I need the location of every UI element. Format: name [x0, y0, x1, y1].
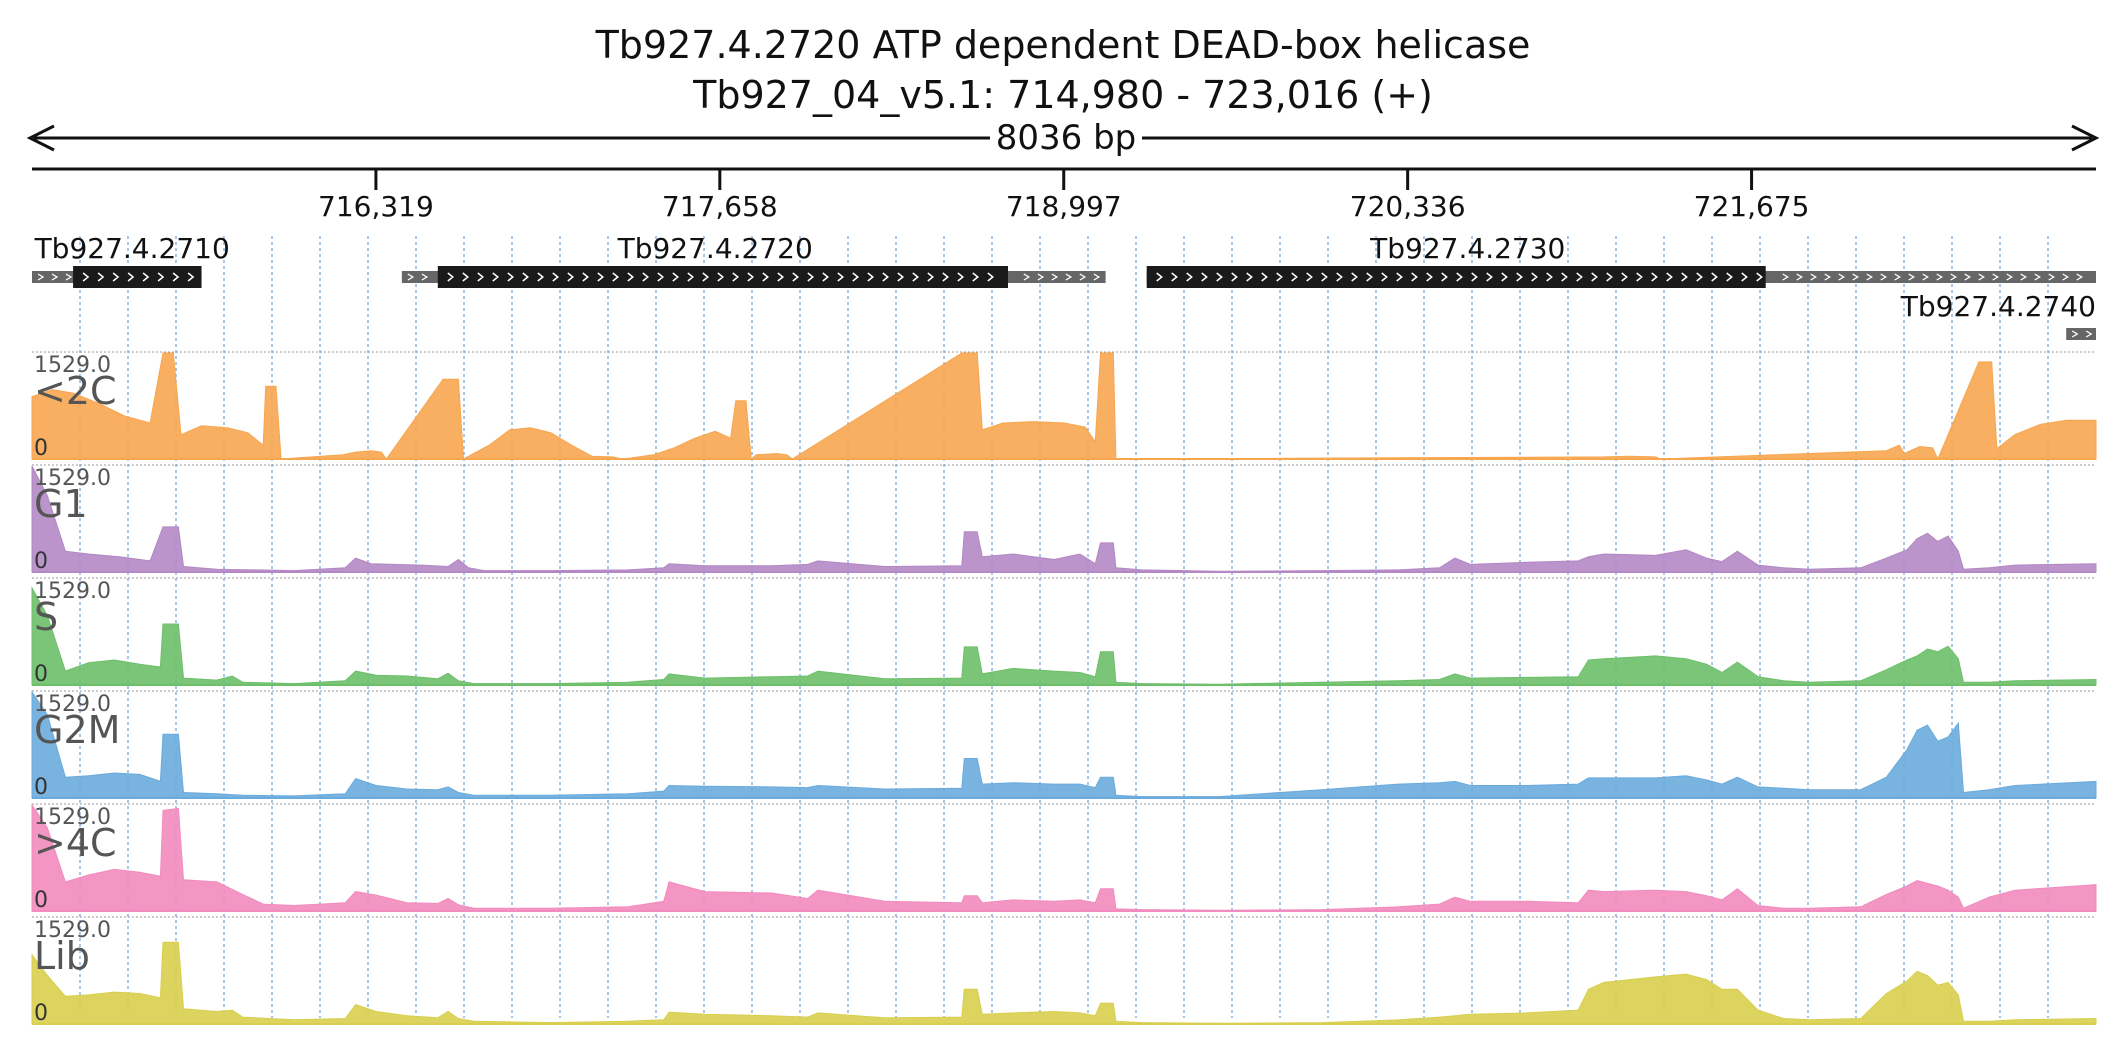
gene-model: Tb927.4.2710: [32, 232, 230, 288]
track-name: G2M: [34, 708, 120, 752]
gridlines: [79, 236, 2049, 1018]
coverage-track: 1529.0>4C 0: [31, 803, 2097, 913]
coverage-track: 1529.0<2C 0: [31, 351, 2097, 461]
span-indicator: 8036 bp: [26, 118, 2100, 158]
track-min-label: 0: [34, 1001, 48, 1026]
strand-arrows: [82, 272, 195, 282]
strand-arrows: [37, 273, 73, 281]
coverage-track: 1529.0G1 0: [31, 464, 2097, 574]
coverage-area: [31, 465, 2097, 573]
gene-label: Tb927.4.2710: [34, 232, 230, 265]
track-name: G1: [34, 482, 88, 526]
track-min-label: 0: [34, 775, 48, 800]
gene-cds: [1146, 266, 1766, 288]
track-min-label: 0: [34, 888, 48, 913]
ruler-tick-label: 717,658: [662, 190, 778, 223]
chart-title: Tb927.4.2720 ATP dependent DEAD-box heli…: [595, 23, 1531, 67]
coverage-track: 1529.0S 0: [31, 577, 2097, 687]
ruler-tick-label: 721,675: [1694, 190, 1810, 223]
track-max-label: 1529.0: [34, 692, 111, 717]
track-name: >4C: [34, 821, 117, 865]
chart-subtitle: Tb927_04_v5.1: 714,980 - 723,016 (+): [692, 73, 1433, 117]
ruler-ticks: 716,319 717,658 718,997 720,336 721,675: [318, 169, 1809, 223]
strand-arrows: [1782, 273, 2083, 281]
gene-label: Tb927.4.2740: [1900, 290, 2096, 323]
coverage-area: [31, 941, 2097, 1025]
track-min-label: 0: [34, 662, 48, 687]
gene-model: Tb927.4.2740: [1900, 290, 2096, 340]
gene-label: Tb927.4.2720: [617, 232, 813, 265]
ruler-tick-label: 720,336: [1350, 190, 1466, 223]
strand-arrows: [407, 273, 1101, 281]
ruler-tick-label: 716,319: [318, 190, 434, 223]
track-min-label: 0: [34, 436, 48, 461]
track-max-label: 1529.0: [34, 805, 111, 830]
coverage-tracks: 1529.0<2C01529.0G101529.0S01529.0G2M0152…: [31, 351, 2097, 1026]
strand-arrows: [447, 272, 995, 282]
gene-model: Tb927.4.2720: [401, 232, 1106, 288]
track-name: Lib: [34, 934, 90, 978]
coverage-area: [31, 352, 2097, 461]
coverage-area: [31, 803, 2097, 912]
track-max-label: 1529.0: [34, 579, 111, 604]
coverage-area: [31, 585, 2097, 686]
strand-arrows: [2071, 330, 2093, 338]
track-max-label: 1529.0: [34, 466, 111, 491]
right-arrow-icon: [2071, 124, 2100, 152]
gene-cds: [73, 266, 202, 288]
gene-model: Tb927.4.2730: [1146, 232, 2096, 288]
strand-arrows: [1156, 272, 1763, 282]
track-max-label: 1529.0: [34, 353, 111, 378]
left-arrow-icon: [26, 124, 55, 152]
coverage-area: [31, 690, 2097, 799]
track-max-label: 1529.0: [34, 918, 111, 943]
gene-utr: [2066, 328, 2096, 340]
gene-label: Tb927.4.2730: [1369, 232, 1565, 265]
track-name: S: [34, 595, 58, 639]
ruler-tick-label: 718,997: [1006, 190, 1122, 223]
track-name: <2C: [34, 369, 117, 413]
track-min-label: 0: [34, 549, 48, 574]
gene-track: Tb927.4.2710 Tb927.4.2720 Tb927.4.2730 Tb92…: [32, 232, 2096, 340]
span-label: 8036 bp: [996, 118, 1137, 158]
